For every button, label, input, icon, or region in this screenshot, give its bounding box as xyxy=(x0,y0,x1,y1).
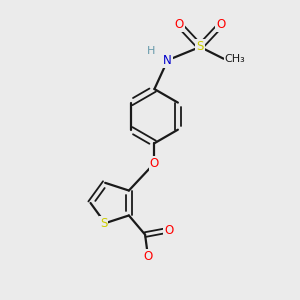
Text: S: S xyxy=(196,40,204,53)
Text: O: O xyxy=(164,224,173,237)
Text: S: S xyxy=(100,217,107,230)
Text: O: O xyxy=(150,157,159,170)
Text: N: N xyxy=(163,54,172,67)
Text: H: H xyxy=(147,46,156,56)
Text: O: O xyxy=(143,250,153,263)
Text: O: O xyxy=(175,18,184,32)
Text: O: O xyxy=(216,18,225,32)
Text: CH₃: CH₃ xyxy=(224,54,245,64)
